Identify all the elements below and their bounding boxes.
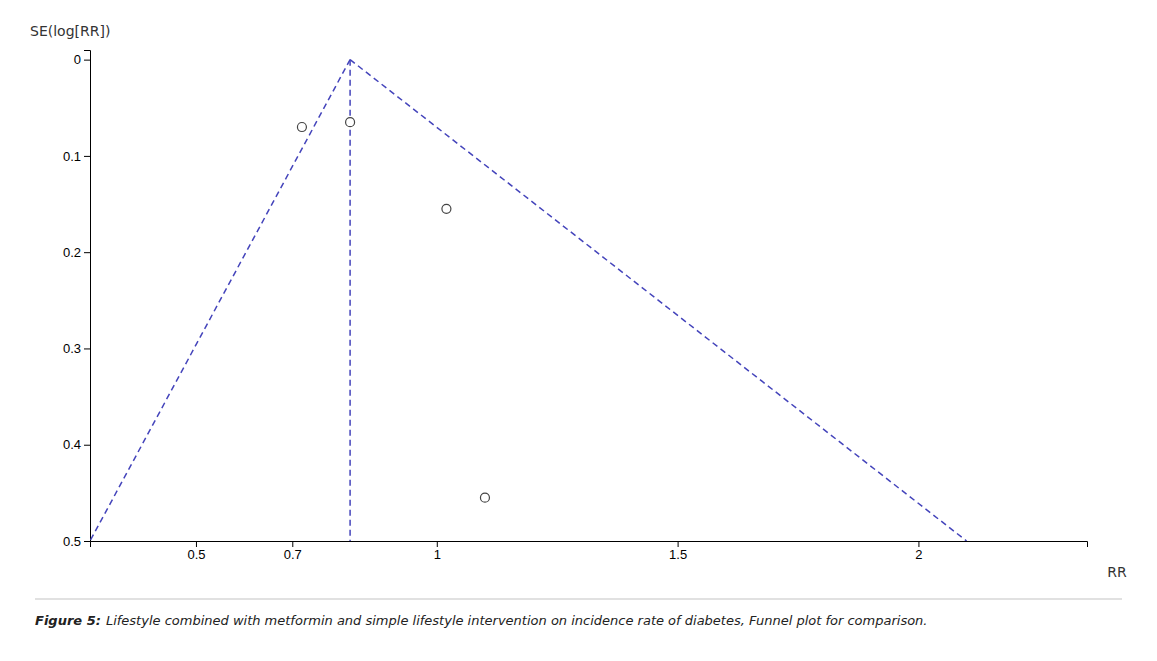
y-tick-label: 0.5	[63, 534, 81, 549]
y-tick: 0.3	[63, 341, 90, 356]
chart: 0.5 0.7 1 1.5 2 0 0.1 0.2 0.3 0.4 0.5 RR SE(log[RR])…	[0, 0, 1157, 661]
plot: 0.5 0.7 1 1.5 2 0 0.1 0.2 0.3 0.4 0.5 RR SE(log[RR])	[30, 23, 1127, 580]
y-axis: 0 0.1 0.2 0.3 0.4 0.5	[63, 51, 91, 549]
x-tick: 0.7	[284, 541, 302, 562]
y-tick: 0.1	[63, 149, 90, 164]
x-tick-mark	[437, 541, 438, 547]
y-tick: 0.5	[63, 534, 90, 549]
point	[442, 204, 451, 213]
y-axis-line	[84, 51, 91, 542]
x-tick: 0.5	[187, 541, 205, 562]
x-axis-label: RR	[1107, 564, 1127, 580]
marks	[90, 60, 967, 541]
x-tick-label: 1.5	[669, 547, 687, 562]
x-axis: 0.5 0.7 1 1.5 2	[91, 541, 1088, 562]
x-tick-mark	[918, 541, 919, 547]
y-tick-label: 0	[74, 52, 81, 67]
caption: Figure 5: Lifestyle combined with metform…	[35, 613, 928, 628]
y-tick: 0.4	[63, 437, 90, 452]
y-tick-label: 0.2	[63, 245, 81, 260]
y-tick: 0.2	[63, 245, 90, 260]
x-tick-label: 0.7	[284, 547, 302, 562]
x-tick-label: 1	[434, 547, 441, 562]
y-tick-mark	[84, 156, 90, 157]
y-tick-mark	[84, 445, 90, 446]
x-tick-label: 0.5	[187, 547, 205, 562]
point	[346, 118, 355, 127]
funnel-line	[90, 60, 350, 541]
funnel-line	[349, 60, 351, 541]
x-tick: 2	[915, 541, 922, 562]
x-axis-line	[91, 542, 1088, 548]
x-tick-mark	[196, 541, 197, 547]
x-tick-label: 2	[915, 547, 922, 562]
subtitle: Lifestyle combined with metformin and si…	[106, 613, 928, 628]
x-tick: 1.5	[669, 541, 687, 562]
y-axis-label: SE(log[RR])	[30, 23, 110, 39]
separator	[35, 599, 1122, 600]
point	[480, 493, 489, 502]
title: Figure 5:	[35, 613, 101, 628]
y-tick-mark	[84, 348, 90, 349]
x-tick-mark	[678, 541, 679, 547]
x-tick-mark	[292, 541, 293, 547]
x-tick: 1	[434, 541, 441, 562]
y-tick-label: 0.3	[63, 341, 81, 356]
y-tick-label: 0.4	[63, 437, 81, 452]
y-tick-mark	[84, 252, 90, 253]
y-tick-mark	[84, 60, 90, 61]
y-tick-mark	[84, 541, 90, 542]
point	[297, 123, 306, 132]
y-tick: 0	[74, 52, 90, 67]
funnel-line	[350, 60, 967, 541]
y-tick-label: 0.1	[63, 149, 81, 164]
